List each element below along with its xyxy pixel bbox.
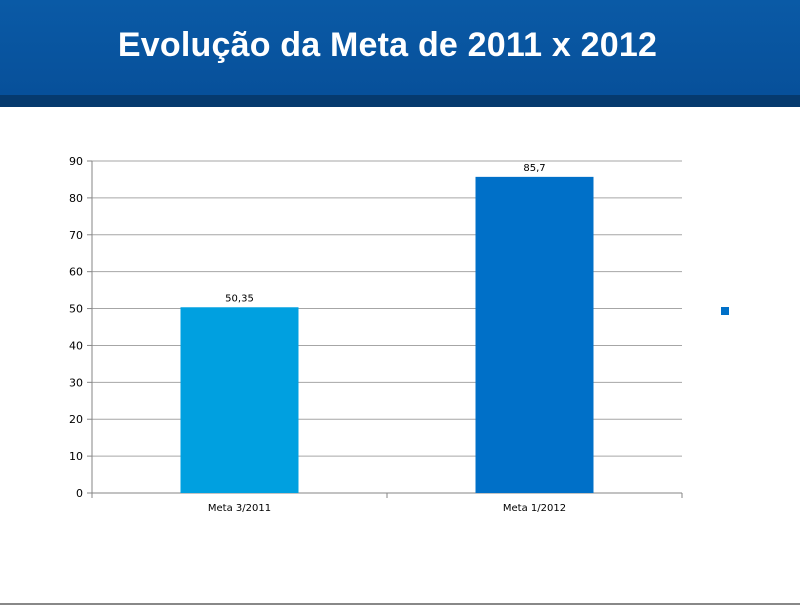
y-tick-label: 60 <box>69 266 83 279</box>
y-tick-label: 40 <box>69 339 83 352</box>
chart-legend <box>721 307 729 315</box>
y-tick-label: 50 <box>69 303 83 316</box>
chart-bars <box>180 176 594 493</box>
y-tick-label: 90 <box>69 155 83 168</box>
header-band <box>0 95 800 107</box>
x-tick-label: Meta 3/2011 <box>208 503 271 514</box>
slide-title: Evolução da Meta de 2011 x 2012 <box>117 26 658 64</box>
y-tick-label: 30 <box>69 376 83 389</box>
y-tick-label: 80 <box>69 192 83 205</box>
y-tick-label: 10 <box>69 450 83 463</box>
x-tick-label: Meta 1/2012 <box>503 503 566 514</box>
chart-labels: 0 10 20 30 40 50 60 70 80 90 50,35 Meta 3/2011 85,7 M… <box>69 155 566 514</box>
legend-marker <box>721 307 729 315</box>
bar <box>475 176 594 493</box>
y-tick-label: 20 <box>69 413 83 426</box>
slide-header <box>0 0 800 95</box>
footer-divider <box>0 603 800 605</box>
data-label: 85,7 <box>523 163 545 174</box>
data-label: 50,35 <box>225 293 254 304</box>
bar <box>180 307 299 493</box>
y-tick-label: 70 <box>69 229 83 242</box>
y-tick-label: 0 <box>76 487 83 500</box>
